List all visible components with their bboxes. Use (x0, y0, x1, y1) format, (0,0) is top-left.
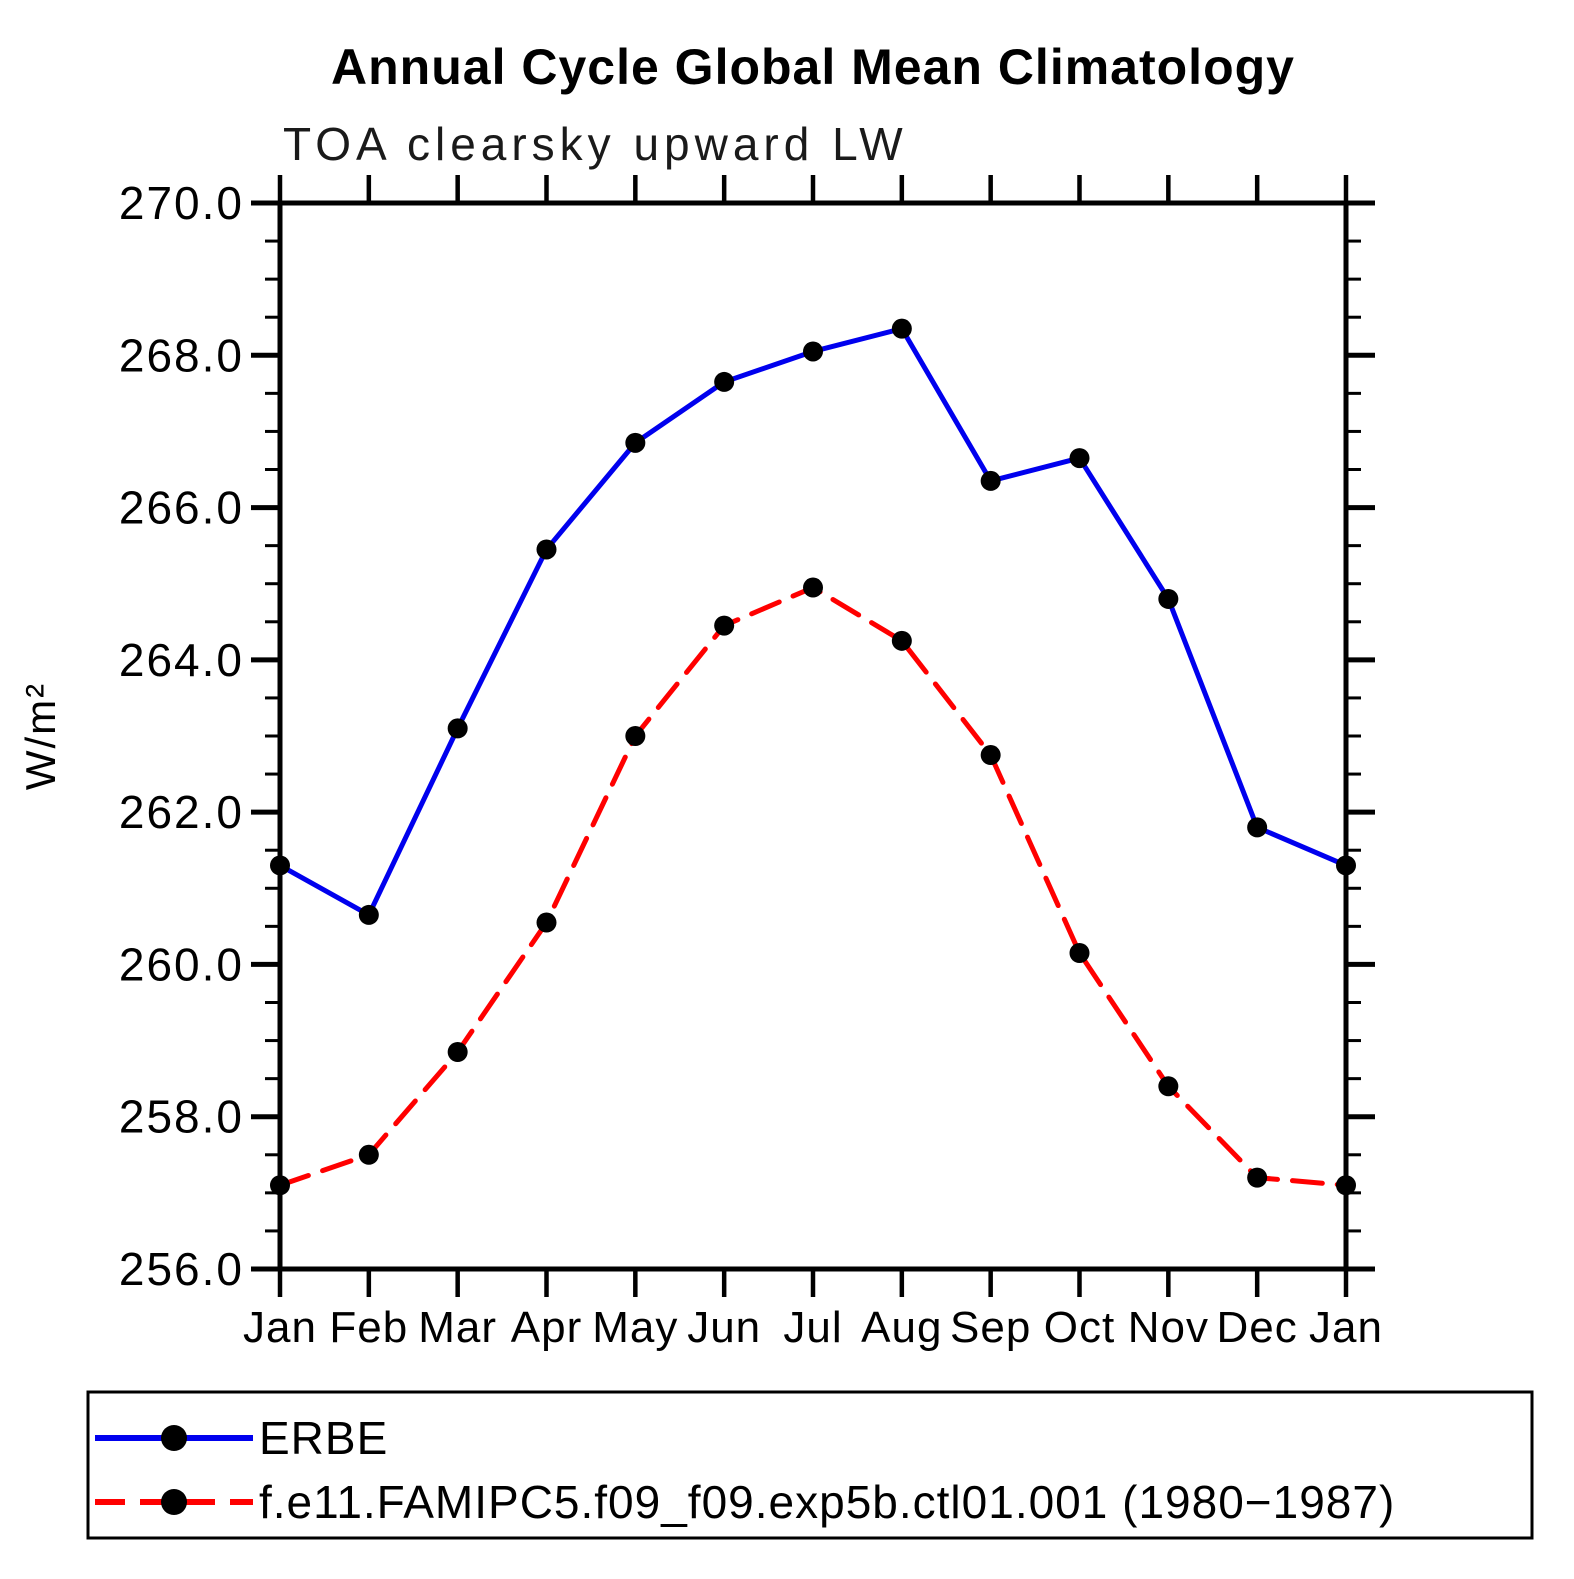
model-marker (536, 912, 557, 933)
x-tick-label: Mar (418, 1303, 497, 1352)
x-tick-label: Jul (783, 1303, 842, 1352)
x-tick-label: Aug (861, 1303, 942, 1352)
y-tick-label: 258.0 (119, 1091, 244, 1143)
model-line (277, 585, 1349, 1188)
legend-label-erbe: ERBE (259, 1412, 388, 1464)
x-tick-label: Dec (1217, 1303, 1298, 1352)
x-tick-label: Jan (243, 1303, 317, 1352)
model-marker (1069, 943, 1090, 964)
erbe-marker (714, 371, 735, 392)
erbe-marker (625, 432, 646, 453)
y-tick-label: 270.0 (119, 177, 244, 229)
y-tick-label: 256.0 (119, 1243, 244, 1295)
legend-marker-model-icon (161, 1489, 187, 1515)
x-tick-label: Oct (1044, 1303, 1115, 1352)
model-marker (803, 577, 823, 598)
y-tick-label: 260.0 (119, 938, 244, 990)
y-tick-label: 266.0 (119, 482, 244, 534)
erbe-marker (980, 470, 1001, 491)
model-marker (270, 1175, 290, 1196)
erbe-marker (1069, 448, 1090, 469)
model-marker (1247, 1167, 1268, 1188)
x-tick-label: Jan (1309, 1303, 1383, 1352)
erbe-marker (1158, 588, 1179, 609)
erbe-marker (447, 718, 468, 739)
erbe-marker (536, 539, 557, 560)
model-marker (1336, 1175, 1356, 1196)
x-tick-label: Feb (329, 1303, 408, 1352)
erbe-marker (891, 318, 912, 339)
x-tick-label: Apr (511, 1303, 582, 1352)
plot-frame (277, 200, 1349, 1272)
chart-title: Annual Cycle Global Mean Climatology (331, 39, 1295, 95)
x-tick-label: Jun (687, 1303, 761, 1352)
legend-marker-erbe-icon (161, 1425, 187, 1451)
x-tick-label: Sep (950, 1303, 1031, 1352)
chart-subtitle: TOA clearsky upward LW (283, 118, 908, 170)
erbe-marker (803, 341, 823, 362)
model-marker (891, 630, 912, 651)
y-tick-label: 264.0 (119, 634, 244, 686)
x-tick-label: Nov (1128, 1303, 1209, 1352)
erbe-marker (1336, 855, 1356, 876)
model-marker (358, 1144, 379, 1165)
y-tick-label: 262.0 (119, 786, 244, 838)
erbe-marker (358, 904, 379, 925)
y-tick-label: 268.0 (119, 329, 244, 381)
model-marker (625, 726, 646, 746)
erbe-marker (270, 855, 290, 876)
legend-border (86, 1390, 1534, 1540)
model-marker (1158, 1076, 1179, 1097)
erbe-marker (1247, 817, 1268, 838)
model-marker (980, 745, 1001, 766)
model-marker (447, 1041, 468, 1062)
axes: 256.0 258.0 260.0 262.0 264.0 266.0 268.0 270.0… (119, 175, 1383, 1352)
x-tick-label: May (592, 1303, 678, 1352)
series-markers (270, 318, 1356, 1196)
legend-box: ERBE f.e11.FAMIPC5.f09_f09.exp5b.ctl01.0… (86, 1390, 1534, 1540)
y-axis-title: W/m² (17, 682, 64, 790)
series-lines (277, 326, 1349, 1188)
erbe-line (277, 326, 1349, 918)
model-marker (714, 615, 735, 636)
legend-label-model: f.e11.FAMIPC5.f09_f09.exp5b.ctl01.001 (1… (259, 1476, 1395, 1528)
